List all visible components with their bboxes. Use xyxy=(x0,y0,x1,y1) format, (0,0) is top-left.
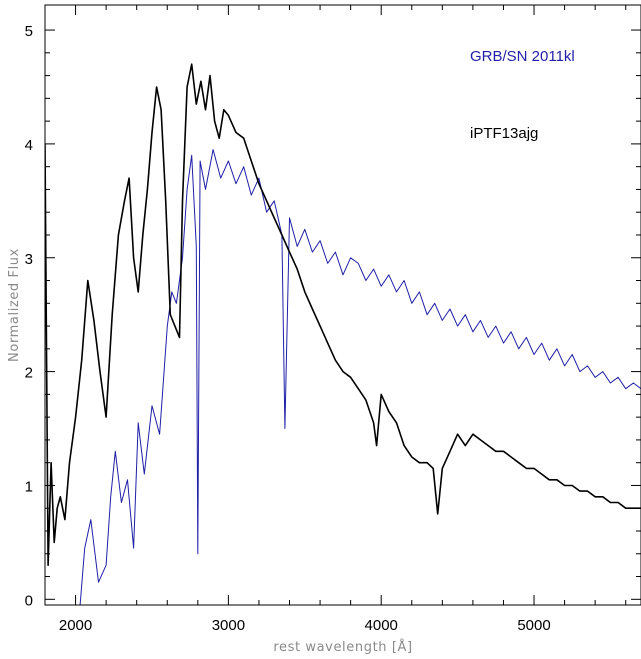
series-line-iptf13ajg xyxy=(45,63,641,566)
y-tick-label: 3 xyxy=(25,251,33,268)
y-tick-labels: 0 1 2 3 4 5 xyxy=(25,23,33,609)
x-tick-label: 5000 xyxy=(517,617,550,634)
y-tick-label: 2 xyxy=(25,365,33,382)
legend-label-iptf13ajg: iPTF13ajg xyxy=(470,125,538,142)
x-tick-labels: 2000 3000 4000 5000 xyxy=(59,617,551,634)
series-line-grb-sn-2011kl xyxy=(79,149,641,605)
x-tick-label: 3000 xyxy=(212,617,245,634)
x-axis-label: rest wavelength [Å] xyxy=(273,639,412,655)
x-tick-label: 2000 xyxy=(59,617,92,634)
y-tick-label: 5 xyxy=(25,23,33,40)
plot-frame xyxy=(44,4,641,606)
y-tick-label: 4 xyxy=(25,137,33,154)
legend-label-grb-sn-2011kl: GRB/SN 2011kl xyxy=(470,48,575,65)
y-tick-label: 1 xyxy=(25,478,33,495)
series-layer xyxy=(45,63,641,605)
x-tick-label: 4000 xyxy=(365,617,398,634)
tick-layer xyxy=(45,5,641,605)
y-axis-label: Normalized Flux xyxy=(7,248,22,362)
y-tick-label: 0 xyxy=(25,592,33,609)
